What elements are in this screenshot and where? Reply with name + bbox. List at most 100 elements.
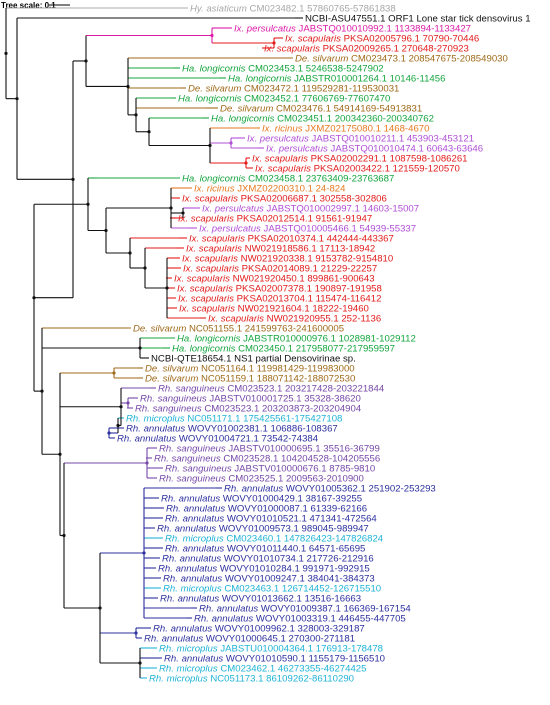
leaf-label: Ix. scapularis PKSA02003422.1 121559-120… xyxy=(255,163,460,174)
leaf-species: Rh. annulatus xyxy=(164,653,226,664)
leaf-accession: NW021920955.1 252-1136 xyxy=(267,313,382,324)
leaf-accession: PKSA02003422.1 121559-120570 xyxy=(314,163,460,174)
leaf-label: Ix. scapularis NW021918586.1 17113-18942 xyxy=(186,243,375,254)
node-dot-10 xyxy=(169,206,173,210)
leaf-label: Ix. scapularis PKSA02012514.1 91561-9194… xyxy=(178,213,372,224)
leaf-accession: WOVY01000645.1 270300-271181 xyxy=(206,633,355,644)
leaf-species: Ix. scapularis xyxy=(252,153,311,164)
leaf-species: Rh. annulatus xyxy=(163,573,225,584)
leaf-species: Ix. scapularis xyxy=(177,283,236,294)
node-dot-11 xyxy=(165,286,169,290)
leaf-species: Ha. longicornis xyxy=(182,63,248,74)
leaf-accession: WOVY01000429.1 38167-39255 xyxy=(223,493,362,504)
leaf-label: Rh. microplus CM023460.1 147826423-14782… xyxy=(165,533,384,544)
node-dot-8 xyxy=(84,59,88,63)
leaf-label: Rh. microplus NC051171.1 175425561-17542… xyxy=(126,413,342,424)
leaf-label: Rh. annulatus WOVY01009387.1 166369-1671… xyxy=(199,603,411,614)
leaf-accession: PKSA02002291.1 1087598-1086261 xyxy=(311,153,468,164)
leaf-accession: WOVY01009573.1 989045-989947 xyxy=(219,523,369,534)
leaf-accession: JABSTV010001725.1 35328-38620 xyxy=(209,393,361,404)
tree-leaf-labels: Hy. asiaticum CM023482.1 57860765-578618… xyxy=(117,3,531,684)
node-dot-1 xyxy=(210,33,214,38)
leaf-accession: NCBI-QTE18654.1 NS1 partial Densovirinae… xyxy=(151,353,356,364)
leaf-species: Ix. scapularis xyxy=(208,313,267,324)
leaf-label: Rh. annulatus WOVY01005362.1 251902-2532… xyxy=(224,483,436,494)
leaf-accession: CM023463.1 126714452-126715510 xyxy=(224,583,381,594)
leaf-accession: JXMZ02175080.1 1468-4670 xyxy=(305,123,429,134)
leaf-label: Ha. longicornis CM023451.1 200342360-200… xyxy=(211,113,434,124)
leaf-species: Rh. sanguineus xyxy=(159,473,228,484)
leaf-accession: JABSTR010000976.1 1028981-1029112 xyxy=(243,333,416,344)
node-dot-12 xyxy=(143,266,147,270)
leaf-species: Rh. annulatus xyxy=(144,633,206,644)
leaf-species: De. silvarum xyxy=(133,323,189,334)
leaf-label: Ha. longicornis CM023450.1 217958077-217… xyxy=(172,343,395,354)
node-dot-7 xyxy=(126,84,130,89)
node-dot-32 xyxy=(15,97,19,101)
leaf-accession: WOVY01000087.1 61339-62166 xyxy=(228,503,367,514)
leaf-label: Ix. persulcatus JABSTQ010002997.1 14603-… xyxy=(202,203,419,214)
leaf-species: Ha. longicornis xyxy=(228,73,294,84)
leaf-species: Ix. scapularis xyxy=(174,273,233,284)
leaf-accession: CM023453.1 5246538-5247902 xyxy=(248,63,384,74)
leaf-accession: CM023458.1 23763409-23763687 xyxy=(248,173,394,184)
leaf-accession: WOVY01009247.1 384041-384373 xyxy=(225,573,375,584)
leaf-species: De. silvarum xyxy=(188,83,244,94)
leaf-accession: JABSTR010001264.1 10146-11456 xyxy=(294,73,445,84)
leaf-accession: JABSTV010000676.1 8785-9810 xyxy=(234,463,375,474)
node-dot-2 xyxy=(229,141,233,145)
leaf-label: Ha. longicornis CM023453.1 5246538-52479… xyxy=(182,63,384,74)
tree-scale-label: Tree scale: 0.1 xyxy=(1,1,56,10)
leaf-accession: WOVY01013662.1 13516-16663 xyxy=(222,593,361,604)
leaf-label: Ha. longicornis CM023458.1 23763409-2376… xyxy=(182,173,394,184)
leaf-accession: WOVY01005362.1 251902-253293 xyxy=(286,483,436,494)
leaf-species: Ix. ricinus xyxy=(194,183,237,194)
leaf-species: Ha. longicornis xyxy=(178,93,244,104)
leaf-accession: CM023452.1 77606769-77607470 xyxy=(244,93,390,104)
leaf-species: Ix. scapularis xyxy=(183,263,242,274)
leaf-accession: NC051164.1 119981429-119983000 xyxy=(201,363,355,374)
leaf-species: Ix. persulcatus xyxy=(266,143,331,154)
node-dot-0 xyxy=(272,41,276,45)
leaf-accession: CM023523.1 203203873-203204904 xyxy=(204,403,361,414)
leaf-species: Rh. microplus xyxy=(159,643,220,654)
leaf-label: Ix. scapularis PKSA02013704.1 115474-116… xyxy=(178,293,381,304)
leaf-label: Rh. annulatus WOVY01003319.1 446455-4477… xyxy=(194,613,406,624)
leaf-label: Rh. annulatus WOVY01009573.1 989045-9899… xyxy=(157,523,369,534)
leaf-species: De. silvarum xyxy=(145,363,201,374)
leaf-label: Ix. persulcatus JABSTQ010010211.1 453903… xyxy=(247,133,474,144)
leaf-accession: PKSA02009265.1 270648-270923 xyxy=(323,43,469,54)
leaf-label: Ix. scapularis PKSA02007378.1 190897-191… xyxy=(177,283,382,294)
leaf-accession: CM023473.1 208547675-208549030 xyxy=(351,53,508,64)
node-dot-26 xyxy=(98,606,102,610)
leaf-accession: CM023525.1 2009563-2010900 xyxy=(228,473,364,484)
leaf-accession: JABSTQ010010474.1 60643-63646 xyxy=(331,143,484,154)
leaf-species: Rh. annulatus xyxy=(126,423,188,434)
leaf-label: De. silvarum NC051164.1 119981429-119983… xyxy=(145,363,355,374)
leaf-accession: WOVY01010734.1 217726-212916 xyxy=(224,553,374,564)
leaf-species: Rh. sanguineus xyxy=(154,453,223,464)
leaf-label: Ix. scapularis PKSA02006687.1 302558-302… xyxy=(182,193,387,204)
node-dot-16 xyxy=(138,346,142,350)
leaf-label: De. silvarum CM023473.1 208547675-208549… xyxy=(295,53,508,64)
leaf-accession: JABSTQ010002997.1 14603-15007 xyxy=(267,203,420,214)
leaf-label: Rh. annulatus WOVY01011440.1 64571-65695 xyxy=(165,543,365,554)
leaf-label: Rh. annulatus WOVY01010284.1 991971-9929… xyxy=(158,563,370,574)
leaf-accession: JABSTQ010010992.1 1133894-1133427 xyxy=(299,23,471,34)
leaf-species: Rh. annulatus xyxy=(158,563,220,574)
leaf-species: Ha. longicornis xyxy=(182,173,248,184)
leaf-species: Rh. annulatus xyxy=(117,433,179,444)
leaf-species: Ix. scapularis xyxy=(182,193,241,204)
leaf-label: Rh. microplus NC051173.1 86109262-861102… xyxy=(149,673,354,684)
leaf-label: Rh. annulatus WOVY01004721.1 73542-74384 xyxy=(117,433,319,444)
leaf-label: Ix. scapularis NW021920338.1 9153782-915… xyxy=(182,253,393,264)
leaf-label: Ix. scapularis NW021921604.1 18222-19460 xyxy=(179,303,369,314)
leaf-label: Ix. scapularis PKSA02014089.1 21229-2225… xyxy=(183,263,377,274)
node-dot-29 xyxy=(40,389,44,393)
leaf-label: Rh. microplus CM023463.1 126714452-12671… xyxy=(163,583,381,594)
leaf-label: Rh. annulatus WOVY01009962.1 328003-3291… xyxy=(153,623,365,634)
leaf-species: De. silvarum xyxy=(145,373,201,384)
node-dot-14 xyxy=(104,228,108,233)
leaf-label: Rh. sanguineus CM023528.1 104204528-1042… xyxy=(154,453,380,464)
node-dot-20 xyxy=(116,423,120,428)
